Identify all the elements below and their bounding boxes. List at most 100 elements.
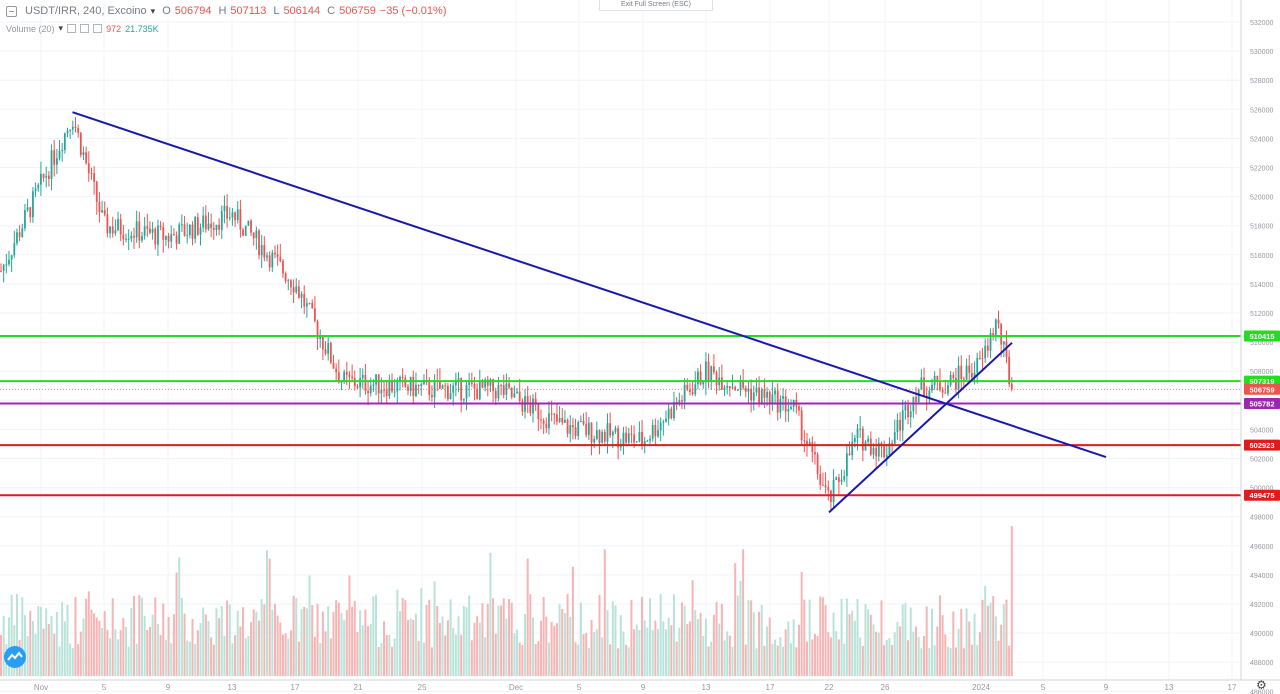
volume-bar (82, 618, 85, 676)
candle-body (603, 431, 606, 442)
candle-body (497, 385, 500, 399)
candle-body (877, 442, 880, 457)
candle-body (71, 126, 74, 130)
symbol-legend: USDT/IRR, 240, Excoino ▾ O 506794 H 507113… (6, 5, 446, 17)
volume-bar (130, 607, 133, 676)
candle-body (61, 149, 64, 151)
volume-bar (438, 623, 441, 676)
volume-bar (516, 629, 519, 676)
candle-body (375, 374, 377, 385)
time-tick-label: Dec (509, 683, 523, 692)
volume-bar (800, 571, 803, 676)
candle-body (401, 376, 404, 378)
volume-bar (164, 639, 167, 676)
volume-bar (561, 608, 564, 676)
volume-bar (633, 629, 636, 676)
volume-bar (851, 610, 854, 676)
candle-body (345, 371, 348, 375)
volume-bar (406, 620, 409, 676)
volume-bar (66, 604, 69, 676)
gear-icon[interactable]: ⚙ (1256, 678, 1267, 692)
volume-bar (492, 598, 495, 676)
volume-bar (763, 646, 766, 676)
price-tick-label: 520000 (1250, 195, 1273, 202)
price-tick-label: 530000 (1250, 49, 1273, 56)
chevron-down-icon[interactable]: ▾ (58, 23, 64, 33)
volume-bar (117, 639, 120, 676)
volume-value: 972 (106, 23, 122, 34)
volume-bar (739, 580, 742, 676)
volume-bar (840, 598, 843, 676)
volume-bar (297, 641, 300, 676)
volume-label[interactable]: Volume (20) (6, 23, 55, 34)
candle-body (907, 405, 909, 418)
candle-body (69, 129, 72, 131)
eye-icon[interactable] (67, 24, 77, 33)
volume-bar (805, 641, 808, 676)
volume-bar (156, 624, 159, 676)
candle-body (183, 224, 186, 236)
volume-bar (731, 646, 734, 676)
candle-body (157, 225, 159, 245)
volume-bar (736, 595, 739, 676)
candle-body (851, 441, 854, 456)
exit-fullscreen-button[interactable]: Exit Full Screen (ESC) (599, 0, 713, 11)
candle-body (747, 388, 750, 392)
volume-bar (723, 640, 726, 676)
chevron-down-icon[interactable]: ▾ (150, 5, 156, 16)
candle-body (670, 408, 673, 419)
volume-bar (300, 609, 303, 676)
candle-body (667, 408, 670, 419)
volume-bar (989, 602, 992, 676)
candle-body (95, 181, 98, 203)
volume-bar (348, 575, 351, 676)
volume-bar (944, 634, 947, 676)
trendlines[interactable] (72, 111, 1107, 514)
volume-bar (766, 626, 769, 676)
volume-bar (409, 618, 412, 676)
candle-body (702, 382, 705, 385)
candle-body (856, 428, 859, 439)
candle-body (138, 221, 141, 241)
volume-bar (188, 641, 191, 676)
candle-body (215, 224, 218, 230)
candle-body (258, 230, 260, 256)
volume-bar (859, 637, 862, 676)
close-icon[interactable] (93, 24, 103, 33)
volume-bar (484, 637, 487, 676)
horizontal-lines[interactable] (0, 335, 1241, 497)
candle-body (941, 389, 944, 393)
candle-body (819, 473, 822, 485)
volume-bar (771, 643, 774, 676)
volume-bar (587, 647, 590, 676)
volume-bar (638, 630, 641, 676)
tradingview-logo-icon[interactable] (4, 646, 26, 668)
settings-icon[interactable] (80, 24, 90, 33)
volume-legend: Volume (20) ▾ 972 21.735K (6, 23, 159, 34)
candle-body (614, 428, 617, 432)
collapse-icon[interactable] (6, 5, 17, 17)
price-label-badge (1244, 489, 1280, 501)
volume-bar (279, 622, 282, 676)
candle-body (415, 384, 417, 397)
volume-bar (931, 608, 933, 676)
candle-body (915, 396, 917, 403)
price-tick-label: 504000 (1250, 427, 1273, 434)
candle-body (18, 232, 21, 237)
volume-bar (734, 563, 737, 676)
time-tick-label: 17 (766, 683, 775, 692)
volume-bar (816, 636, 819, 676)
candle-body (356, 386, 359, 388)
symbol-label[interactable]: USDT/IRR, 240, Excoino (25, 5, 147, 17)
candle-body (726, 386, 729, 388)
candle-body (93, 173, 95, 182)
volume-bar (907, 640, 910, 676)
volume-bar (867, 609, 870, 676)
candle-body (263, 245, 266, 258)
candle-body (960, 365, 963, 379)
volume-bar (662, 621, 665, 676)
candle-body (952, 374, 955, 378)
volume-bar (26, 636, 29, 676)
candle-body (37, 184, 40, 189)
